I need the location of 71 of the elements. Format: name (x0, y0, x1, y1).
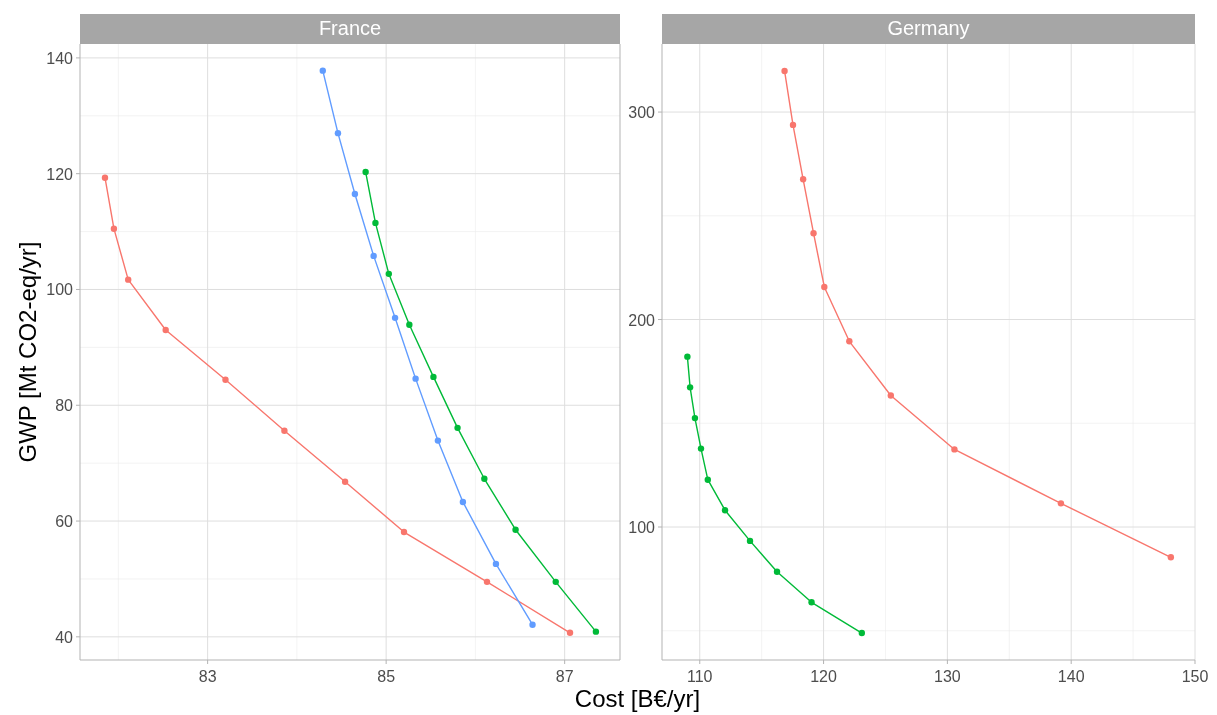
y-tick-label: 120 (46, 165, 74, 183)
point (704, 476, 712, 483)
point (887, 392, 894, 399)
point (372, 219, 379, 227)
point (810, 230, 817, 237)
chart-title: France (318, 17, 382, 39)
point (799, 176, 807, 183)
point (721, 507, 729, 514)
point (334, 129, 342, 137)
point (362, 168, 369, 176)
point (370, 252, 377, 260)
point (101, 174, 109, 181)
point (125, 276, 132, 283)
point (222, 376, 229, 383)
point (951, 446, 958, 453)
point (319, 67, 326, 74)
point (686, 384, 694, 391)
point (512, 526, 519, 533)
point (430, 373, 437, 381)
point (162, 326, 169, 334)
point (781, 67, 788, 75)
point (529, 621, 536, 628)
x-tick-label: 85 (377, 668, 396, 685)
x-tick-label: 140 (1057, 668, 1085, 685)
x-tick-label: 83 (198, 668, 217, 685)
point (789, 121, 797, 129)
point (684, 353, 691, 360)
point (481, 475, 488, 482)
point (858, 629, 866, 637)
point (483, 578, 491, 586)
point (385, 270, 393, 278)
point (746, 537, 754, 545)
x-tick-label: 87 (555, 668, 574, 685)
point (412, 375, 419, 382)
point (1057, 500, 1065, 507)
point (846, 338, 853, 345)
x-tick-label: 110 (687, 668, 713, 685)
x-tick-label: 120 (810, 668, 838, 685)
chart-title: Germany (887, 17, 970, 39)
point (552, 578, 559, 586)
point (434, 437, 442, 444)
point (697, 445, 705, 452)
y-tick-label: 80 (55, 397, 74, 415)
y-tick-label: 40 (55, 628, 74, 646)
y-tick-label: 200 (628, 311, 656, 329)
y-tick-label: 100 (628, 519, 656, 537)
x-tick-label: 130 (934, 668, 961, 685)
point (492, 560, 500, 568)
point (1167, 554, 1175, 561)
y-tick-label: 60 (55, 513, 74, 531)
point (691, 414, 699, 422)
point (351, 190, 359, 198)
point (566, 629, 574, 636)
point (341, 478, 349, 485)
point (808, 599, 815, 606)
point (592, 628, 600, 635)
point (406, 321, 413, 328)
point (400, 528, 408, 536)
point (459, 498, 467, 506)
point (110, 225, 118, 232)
point (821, 283, 828, 291)
x-tick-label: 150 (1181, 668, 1209, 685)
y-tick-label: 300 (628, 104, 656, 122)
x-axis-title: Cost [B€/yr] (574, 685, 701, 712)
point (773, 568, 781, 576)
y-axis-title: GWP [Mt CO2-eq/yr] (14, 241, 41, 463)
y-tick-label: 140 (46, 49, 74, 67)
point (391, 314, 399, 322)
point (454, 424, 461, 432)
point (281, 427, 288, 434)
y-tick-label: 100 (46, 281, 74, 299)
